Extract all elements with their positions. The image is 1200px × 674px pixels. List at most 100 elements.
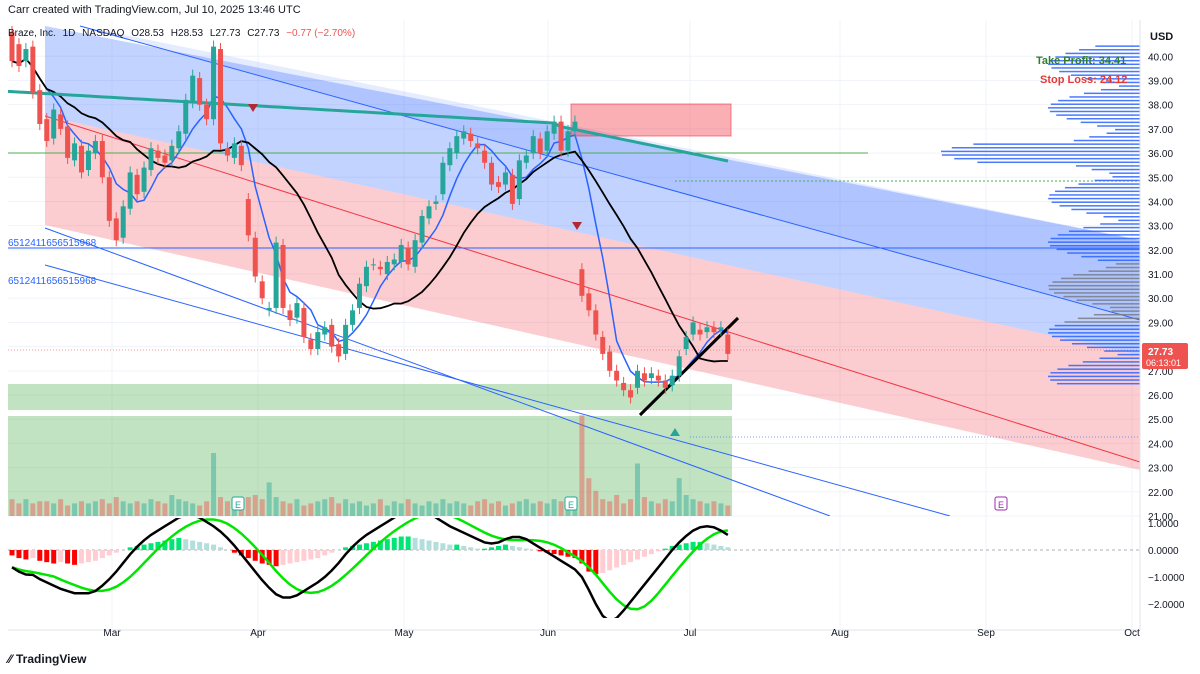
volume-bar: [614, 495, 620, 516]
candle-body: [350, 310, 356, 325]
earnings-marker-label: E: [568, 500, 574, 510]
symbol-legend[interactable]: Braze, Inc. 1D NASDAQ O28.53 H28.53 L27.…: [8, 28, 359, 39]
profile-bar: [1092, 303, 1140, 305]
macd-hist-bar: [252, 550, 258, 561]
candle-body: [106, 177, 112, 221]
price-tick: 24.00: [1148, 439, 1173, 450]
stop-loss-label: Stop Loss: 24.12: [1040, 74, 1127, 86]
candle-body: [419, 215, 425, 243]
macd-hist-bar: [523, 548, 529, 550]
volume-bar: [141, 503, 147, 516]
volume-bar: [537, 501, 543, 516]
candle-body: [635, 370, 640, 388]
macd-hist-bar: [204, 543, 210, 550]
candle-body: [287, 310, 293, 321]
candle-body: [454, 136, 460, 154]
candle-body: [169, 145, 175, 161]
candle-body: [224, 148, 230, 156]
macd-hist-bar: [648, 550, 654, 555]
volume-bar: [301, 505, 307, 516]
profile-bar: [1066, 117, 1140, 120]
volume-bar: [509, 503, 515, 516]
volume-bar: [669, 501, 675, 516]
chart-zones: [8, 25, 1140, 516]
candle-body: [113, 218, 119, 241]
candle-body: [218, 49, 223, 144]
candle-body: [614, 370, 620, 381]
candle-body: [544, 131, 550, 151]
volume-bar: [475, 501, 481, 516]
profile-bar: [1048, 375, 1140, 378]
macd-hist-bar: [398, 536, 404, 550]
macd-hist-bar: [489, 547, 495, 550]
volume-bar: [635, 463, 640, 516]
profile-bar: [1056, 248, 1140, 251]
profile-bar: [1060, 277, 1140, 280]
candle-body: [357, 283, 362, 308]
volume-bar: [628, 499, 634, 516]
macd-hist-bar: [280, 550, 286, 565]
candle-body: [600, 336, 606, 354]
volume-bar: [419, 505, 425, 516]
candle-body: [496, 182, 501, 187]
volume-bar: [482, 499, 488, 516]
volume-bar: [621, 503, 627, 516]
macd-hist-bar: [273, 550, 279, 567]
overlay-labels: Take Profit: 34.41 Stop Loss: 24.12 651241…: [8, 55, 1188, 369]
macd-hist-bar: [433, 541, 439, 550]
candle-body: [231, 143, 237, 158]
candle-body: [648, 373, 654, 379]
macd-hist-bar: [516, 547, 522, 550]
macd-hist-bar: [65, 550, 71, 564]
profile-bar: [941, 150, 1140, 153]
profile-bar: [1050, 237, 1140, 240]
macd-hist-bar: [468, 547, 474, 550]
candle-body: [607, 351, 613, 371]
volume-bar: [322, 499, 328, 516]
volume-bar: [447, 503, 453, 516]
channel-bottom-line: [44, 227, 831, 516]
candle-body: [315, 332, 321, 350]
macd-hist-bar: [37, 550, 43, 561]
macd-hist-bar: [558, 550, 564, 556]
month-tick: May: [395, 628, 414, 639]
candle-body: [176, 131, 182, 149]
volume-bar: [398, 503, 404, 516]
volume-bar: [662, 499, 668, 516]
price-tick: 23.00: [1148, 464, 1173, 475]
profile-bar: [1057, 368, 1140, 370]
volume-profile: [941, 45, 1140, 385]
profile-bar: [1111, 310, 1140, 312]
macd-hist-bar: [551, 550, 557, 555]
profile-bar: [1048, 284, 1140, 287]
macd-hist-bar: [113, 550, 119, 553]
candle-body: [92, 140, 98, 154]
profile-bar: [1058, 99, 1140, 102]
volume-bar: [336, 503, 342, 516]
profile-bar: [1105, 266, 1140, 269]
demand-zone-lower: [8, 416, 732, 516]
volume-bar: [405, 499, 411, 516]
macd-hist-bar: [641, 550, 647, 557]
bar-countdown: 06:13:01: [1146, 358, 1181, 368]
profile-bar: [1094, 179, 1140, 182]
last-price-value: 27.73: [1148, 347, 1173, 358]
profile-bar: [954, 157, 1140, 160]
macd-hist-bar: [593, 550, 599, 575]
volume-bar: [183, 501, 189, 516]
macd-hist-bar: [85, 550, 91, 563]
profile-bar: [973, 143, 1140, 145]
profile-bar: [1079, 49, 1140, 51]
tradingview-brand[interactable]: ⁄⁄ TradingView: [8, 652, 86, 666]
tradingview-logo-icon: ⁄⁄: [8, 652, 13, 666]
macd-hist-bar: [176, 537, 182, 550]
currency-label: USD: [1150, 31, 1173, 43]
price-tick: 38.00: [1148, 101, 1173, 112]
profile-bar: [1109, 306, 1140, 309]
earnings-marker: [231, 496, 245, 511]
high-value: H28.53: [170, 28, 204, 39]
candle-body: [370, 264, 376, 266]
profile-bar: [1115, 263, 1140, 265]
